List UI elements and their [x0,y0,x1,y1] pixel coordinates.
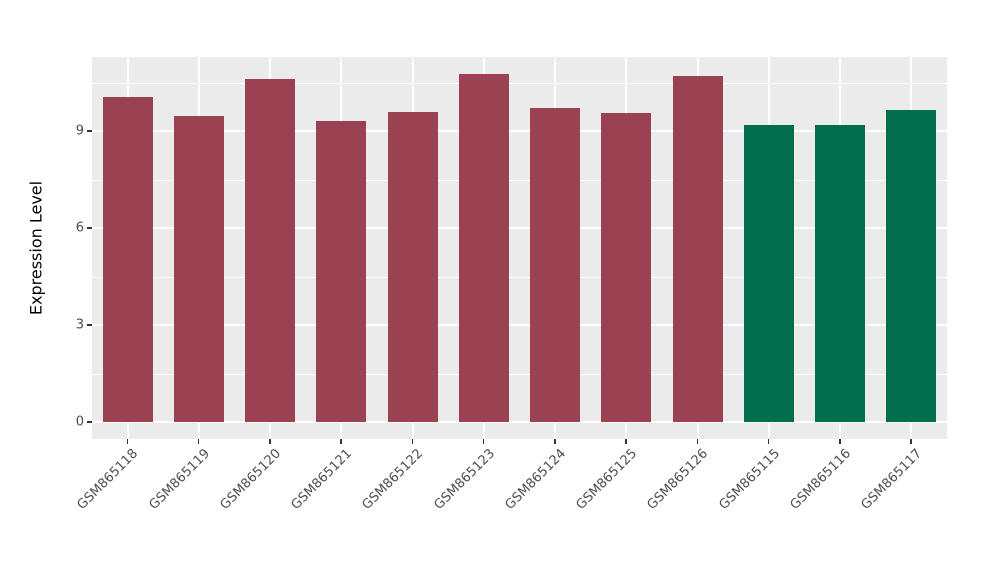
x-tick-label: GSM865117 [858,446,926,513]
x-tick-label: GSM865125 [573,446,641,513]
x-tick-mark [554,439,556,444]
x-tick-mark [482,439,485,444]
bar-GSM865117 [886,110,937,422]
bar-GSM865122 [387,111,438,422]
x-tick-label: GSM865115 [716,446,783,513]
x-tick-label: GSM865116 [787,446,855,513]
bar-GSM865124 [530,108,581,422]
y-tick-label: 6 [75,220,84,236]
y-tick-mark [87,324,92,326]
plot-panel [92,57,947,439]
x-tick-mark [126,439,129,444]
gridline-minor [92,82,947,84]
bar-GSM865121 [316,121,367,422]
gridline-minor [92,276,947,278]
x-tick-label: GSM865119 [146,446,213,513]
x-tick-mark [910,439,912,444]
y-tick-label: 9 [75,123,84,139]
x-tick-mark [269,439,271,444]
x-tick-mark [696,439,699,444]
bar-GSM865118 [102,97,153,422]
bar-GSM865119 [173,116,224,422]
bar-GSM865125 [601,113,652,422]
x-tick-label: GSM865118 [74,446,142,513]
x-tick-mark [411,439,414,444]
x-tick-mark [839,439,841,444]
y-tick-mark [87,130,92,132]
bar-GSM865116 [815,124,866,422]
y-tick-mark [87,421,92,423]
x-tick-label: GSM865121 [288,446,356,513]
y-tick-label: 0 [75,414,84,430]
x-tick-mark [767,439,770,444]
bar-GSM865123 [458,74,509,422]
x-tick-mark [340,439,342,444]
bar-GSM865126 [672,76,723,422]
y-tick-mark [87,227,92,229]
gridline-major [92,227,947,230]
bar-GSM865115 [743,124,794,422]
bar-GSM865120 [245,79,296,422]
y-axis-title: Expression Level [26,180,46,316]
gridline-major [92,130,947,133]
x-tick-mark [625,439,627,444]
gridline-minor [92,373,947,375]
gridline-major [92,421,947,423]
x-tick-label: GSM865120 [217,446,285,513]
gridline-major [92,324,947,326]
x-tick-mark [197,439,200,444]
x-tick-label: GSM865123 [431,446,498,513]
x-tick-label: GSM865124 [502,446,570,513]
x-tick-label: GSM865122 [359,446,427,513]
gridline-minor [92,179,947,181]
x-tick-label: GSM865126 [644,446,712,513]
y-tick-label: 3 [75,317,84,333]
